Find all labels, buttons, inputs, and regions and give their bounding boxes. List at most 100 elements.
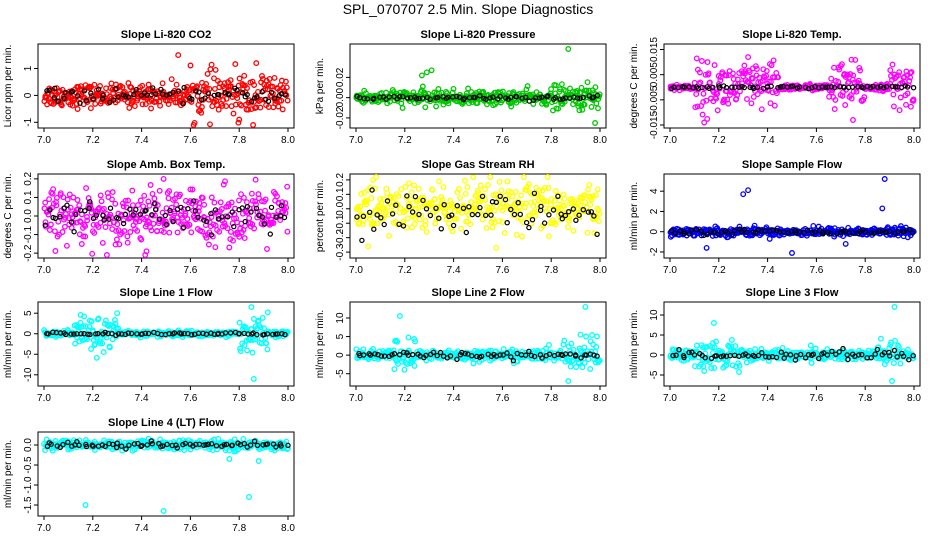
data-point [166, 229, 173, 236]
data-point [585, 186, 591, 193]
overlay-point [389, 211, 396, 217]
data-point [573, 364, 580, 370]
y-tick-label: 10 [335, 312, 346, 324]
overlay-point [115, 331, 122, 337]
overlay-point [578, 355, 584, 361]
overlay-point [833, 351, 839, 357]
overlay-point [822, 84, 829, 90]
overlay-point [570, 206, 577, 212]
overlay-point [446, 213, 452, 220]
overlay-point [149, 212, 155, 218]
data-point [216, 228, 223, 235]
data-point [397, 205, 404, 212]
overlay-point [102, 329, 108, 335]
data-point [395, 193, 402, 200]
x-tick-label: 7.0 [37, 523, 51, 534]
overlay-point [163, 221, 169, 228]
overlay-point [840, 228, 846, 234]
data-point [411, 182, 417, 189]
data-point [148, 227, 155, 234]
overlay-point [239, 205, 245, 211]
y-tick-label: -0.5 [23, 456, 34, 474]
data-point [523, 187, 530, 193]
data-point [694, 103, 701, 110]
overlay-point [892, 84, 899, 90]
data-point [150, 220, 157, 227]
data-point [881, 176, 888, 182]
overlay-point [580, 94, 586, 101]
data-point [545, 185, 552, 191]
x-tick-label: 7.6 [183, 135, 197, 146]
overlay-point [831, 84, 838, 91]
overlay-point [46, 87, 53, 93]
overlay-point [180, 100, 186, 107]
x-tick-label: 7.2 [86, 393, 100, 404]
overlay-point [371, 95, 377, 102]
panel-title: Slope Line 3 Flow [746, 287, 839, 299]
data-point [810, 222, 817, 229]
y-tick-label: 0.015 [649, 37, 660, 62]
overlay-point [57, 444, 64, 451]
data-point [578, 349, 585, 356]
data-point [586, 181, 593, 188]
overlay-point [693, 226, 700, 233]
overlay-point [526, 348, 532, 355]
data-point [160, 175, 167, 182]
y-axis-label: percent per min. [315, 180, 326, 252]
overlay-point [894, 354, 900, 360]
overlay-point [171, 330, 178, 336]
overlay-point [222, 330, 229, 336]
data-point [252, 336, 259, 343]
overlay-point [702, 355, 708, 361]
data-point [415, 185, 422, 192]
data-point [509, 193, 516, 200]
data-point [423, 69, 430, 76]
x-tick-label: 8.0 [907, 135, 921, 146]
data-point [189, 186, 196, 193]
data-point [595, 218, 602, 225]
data-point [729, 362, 736, 369]
overlay-point [710, 84, 716, 91]
overlay-point [427, 96, 433, 103]
overlay-point [416, 95, 422, 102]
x-tick-label: 8.0 [281, 393, 295, 404]
data-point [857, 67, 864, 74]
data-point [208, 61, 215, 68]
overlay-point [128, 330, 135, 337]
data-point [113, 236, 120, 243]
overlay-point [887, 228, 893, 235]
data-point [82, 502, 89, 508]
y-axis-label: kPa per min. [315, 58, 326, 114]
overlay-point [699, 84, 705, 91]
plot-frame [663, 173, 921, 259]
data-point [187, 186, 194, 193]
data-point [711, 344, 718, 351]
data-point [226, 244, 233, 251]
data-point [196, 200, 203, 206]
data-point [496, 218, 503, 225]
data-point [485, 181, 492, 188]
overlay-point [115, 215, 122, 222]
overlay-point [466, 204, 472, 210]
data-point [42, 199, 49, 206]
overlay-point [423, 352, 429, 359]
data-point [256, 195, 262, 202]
data-point [889, 61, 896, 68]
data-point [856, 64, 863, 71]
data-point [449, 228, 456, 235]
y-tick-label: -5 [649, 370, 660, 379]
overlay-point [75, 93, 81, 99]
overlay-point [856, 352, 862, 358]
overlay-point [400, 223, 407, 229]
overlay-point [195, 214, 201, 220]
overlay-point [216, 91, 222, 98]
data-point [141, 192, 148, 199]
overlay-point [386, 94, 392, 100]
data-point [548, 196, 555, 203]
overlay-point [178, 331, 184, 337]
overlay-point [870, 83, 876, 90]
y-tick-label: -5 [23, 349, 34, 358]
overlay-point [736, 84, 742, 90]
overlay-point [47, 207, 53, 213]
